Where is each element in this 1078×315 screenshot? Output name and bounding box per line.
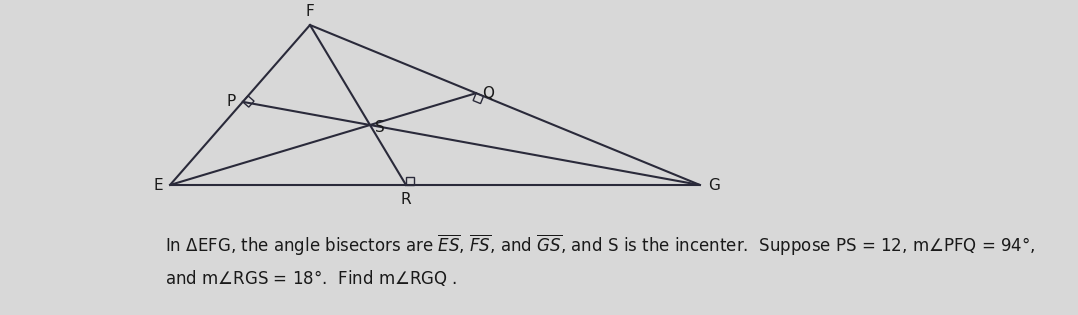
Text: In $\Delta$EFG, the angle bisectors are $\overline{ES}$, $\overline{FS}$, and $\: In $\Delta$EFG, the angle bisectors are … (165, 232, 1036, 258)
Text: P: P (226, 94, 235, 109)
Text: S: S (375, 119, 385, 135)
Text: E: E (153, 177, 163, 192)
Text: G: G (708, 177, 720, 192)
Text: Q: Q (482, 86, 494, 101)
Text: F: F (306, 3, 315, 19)
Text: and m$\angle$RGS = 18°.  Find m$\angle$RGQ .: and m$\angle$RGS = 18°. Find m$\angle$RG… (165, 268, 457, 288)
Text: R: R (401, 192, 412, 207)
